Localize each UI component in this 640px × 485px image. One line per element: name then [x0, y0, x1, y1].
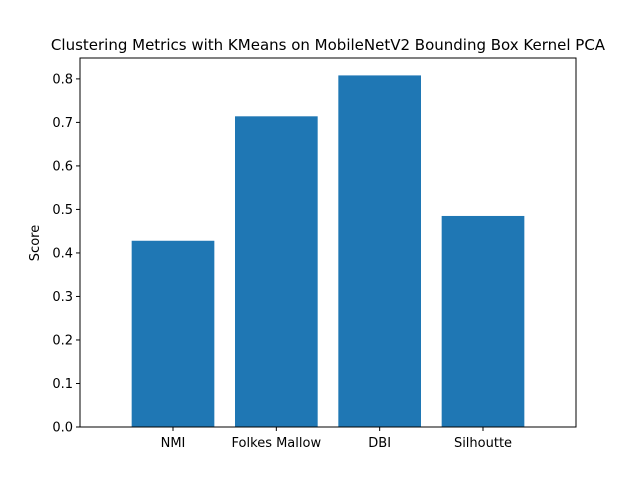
- plot-area: 0.0 0.1 0.2 0.3 0.4 0.5 0.6 0.7 0.8 NMI Folkes Mal…: [52, 57, 577, 451]
- y-tick-label: 0.3: [52, 290, 73, 305]
- axes-frame: [79, 57, 577, 428]
- y-tick-label: 0.2: [52, 333, 73, 348]
- x-tick-label: DBI: [368, 436, 391, 451]
- y-tick-label: 0.1: [52, 377, 73, 392]
- bar: [131, 240, 215, 427]
- y-tick-label: 0.8: [52, 72, 73, 87]
- bar: [235, 116, 318, 427]
- x-tick-label: Silhoutte: [454, 436, 512, 451]
- chart-title: Clustering Metrics with KMeans on Mobile…: [51, 36, 606, 54]
- y-tick-label: 0.6: [52, 159, 73, 174]
- bar: [441, 215, 525, 427]
- y-axis-label: Score: [28, 225, 43, 261]
- y-tick-label: 0.7: [52, 116, 73, 131]
- y-tick-label: 0.0: [52, 421, 73, 436]
- y-tick-label: 0.5: [52, 203, 73, 218]
- y-tick-label: 0.4: [52, 246, 73, 261]
- bar: [338, 75, 421, 427]
- x-tick-label: Folkes Mallow: [232, 436, 322, 451]
- x-tick-label: NMI: [161, 436, 186, 451]
